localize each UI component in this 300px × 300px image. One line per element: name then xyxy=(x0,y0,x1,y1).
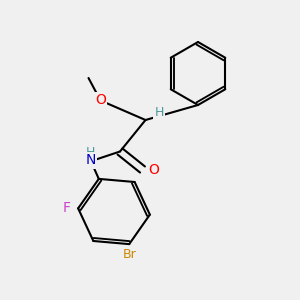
Text: O: O xyxy=(148,163,159,176)
Text: O: O xyxy=(95,94,106,107)
Text: H: H xyxy=(86,146,95,159)
Text: H: H xyxy=(154,106,164,119)
Text: N: N xyxy=(85,154,96,167)
Text: F: F xyxy=(63,201,70,215)
Text: Br: Br xyxy=(122,248,136,261)
